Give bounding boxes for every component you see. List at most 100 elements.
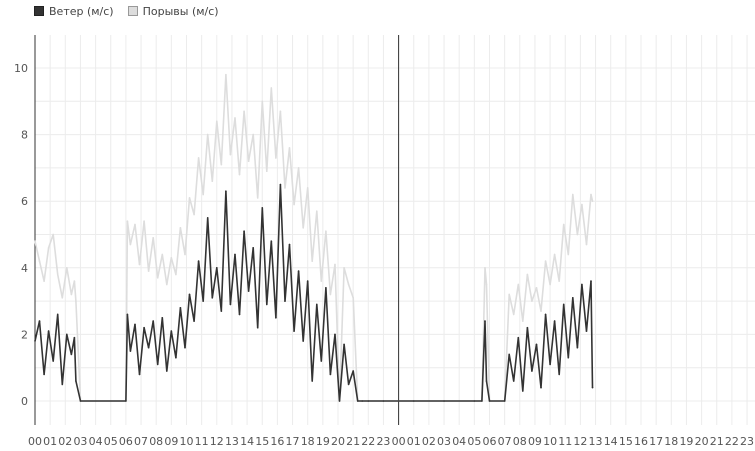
y-tick-label: 10: [14, 62, 28, 75]
data-point-wind: [265, 303, 268, 306]
data-point-gusts: [143, 220, 145, 222]
data-point-gusts: [147, 270, 150, 272]
x-tick-label: 12: [573, 435, 587, 448]
data-point-gusts: [211, 180, 214, 183]
y-tick-label: 6: [21, 195, 28, 208]
data-point-gusts: [175, 273, 177, 276]
data-point-wind: [315, 303, 318, 306]
x-tick-label: 22: [725, 435, 739, 448]
data-point-wind: [179, 306, 182, 309]
data-point-wind: [70, 353, 73, 356]
data-point-gusts: [522, 320, 524, 322]
data-point-wind: [156, 363, 159, 366]
data-point-gusts: [535, 286, 538, 289]
data-point-wind: [572, 296, 574, 299]
legend-item-wind[interactable]: Ветер (м/с): [34, 5, 114, 18]
x-tick-label: 01: [43, 435, 57, 448]
y-tick-label: 4: [21, 262, 28, 275]
data-point-wind: [234, 253, 236, 256]
data-point-wind: [325, 286, 327, 289]
data-point-gusts: [261, 100, 264, 103]
data-point-gusts: [320, 280, 323, 282]
series-line-wind: [34, 183, 594, 402]
data-point-wind: [590, 280, 592, 282]
data-point-gusts: [270, 87, 273, 89]
data-point-wind: [43, 373, 45, 376]
data-point-wind: [125, 400, 127, 402]
data-point-gusts: [581, 203, 583, 206]
data-point-wind: [38, 320, 41, 322]
x-tick-label: 09: [528, 435, 542, 448]
x-tick-label: 04: [452, 435, 466, 448]
data-point-gusts: [56, 273, 59, 276]
y-tick-label: 0: [21, 395, 28, 408]
data-point-wind: [320, 360, 323, 362]
data-point-gusts: [553, 253, 556, 256]
data-point-gusts: [256, 197, 259, 199]
data-point-gusts: [126, 220, 129, 222]
data-point-wind: [503, 400, 506, 402]
data-point-wind: [576, 346, 579, 349]
x-tick-label: 17: [649, 435, 663, 448]
data-point-gusts: [352, 296, 354, 299]
x-tick-label: 16: [270, 435, 284, 448]
data-point-wind: [220, 310, 223, 312]
x-tick-label: 13: [225, 435, 239, 448]
data-point-gusts: [243, 110, 245, 113]
data-point-wind: [329, 373, 332, 376]
data-point-gusts: [544, 260, 547, 262]
data-point-wind: [581, 283, 583, 286]
data-point-gusts: [485, 283, 488, 286]
x-tick-label: 21: [710, 435, 724, 448]
data-point-wind: [134, 323, 136, 326]
data-point-gusts: [34, 240, 36, 242]
data-point-wind: [302, 340, 304, 342]
data-point-gusts: [526, 273, 529, 276]
y-tick-label: 8: [21, 129, 28, 142]
data-point-gusts: [129, 243, 132, 246]
data-point-gusts: [252, 133, 254, 136]
data-point-gusts: [220, 163, 223, 166]
data-point-wind: [347, 383, 350, 386]
x-tick-label: 21: [346, 435, 360, 448]
data-point-wind: [288, 243, 291, 246]
data-point-gusts: [311, 260, 314, 262]
data-point-gusts: [279, 110, 282, 113]
data-point-gusts: [238, 173, 241, 176]
data-point-gusts: [302, 227, 304, 229]
data-point-wind: [211, 296, 214, 299]
x-tick-label: 19: [316, 435, 330, 448]
data-point-wind: [585, 330, 588, 332]
data-point-wind: [343, 343, 345, 346]
data-point-wind: [522, 390, 524, 392]
data-point-wind: [485, 380, 488, 382]
x-tick-label: 11: [558, 435, 572, 448]
x-tick-label: 09: [164, 435, 178, 448]
data-point-gusts: [75, 300, 77, 302]
data-point-wind: [412, 400, 415, 402]
x-tick-label: 06: [483, 435, 497, 448]
data-point-wind: [352, 370, 354, 372]
data-point-gusts: [531, 300, 533, 302]
data-point-wind: [311, 380, 314, 382]
x-tick-label: 13: [589, 435, 603, 448]
x-tick-label: 08: [513, 435, 527, 448]
data-point-wind: [367, 400, 370, 402]
data-point-gusts: [288, 147, 291, 149]
data-point-wind: [338, 400, 341, 402]
data-point-wind: [544, 313, 547, 316]
chart-legend: Ветер (м/с) Порывы (м/с): [34, 4, 233, 18]
data-point-gusts: [197, 157, 200, 159]
data-point-wind: [184, 346, 186, 349]
data-point-gusts: [306, 187, 309, 189]
data-point-gusts: [156, 276, 159, 279]
data-point-gusts: [562, 223, 565, 226]
wind-swatch-icon: [34, 6, 44, 16]
data-point-gusts: [61, 296, 64, 299]
data-point-gusts: [229, 153, 232, 156]
x-tick-label: 07: [134, 435, 148, 448]
data-point-gusts: [247, 160, 250, 163]
data-point-gusts: [558, 280, 560, 282]
legend-item-gusts[interactable]: Порывы (м/с): [127, 5, 219, 18]
data-point-wind: [443, 400, 445, 402]
